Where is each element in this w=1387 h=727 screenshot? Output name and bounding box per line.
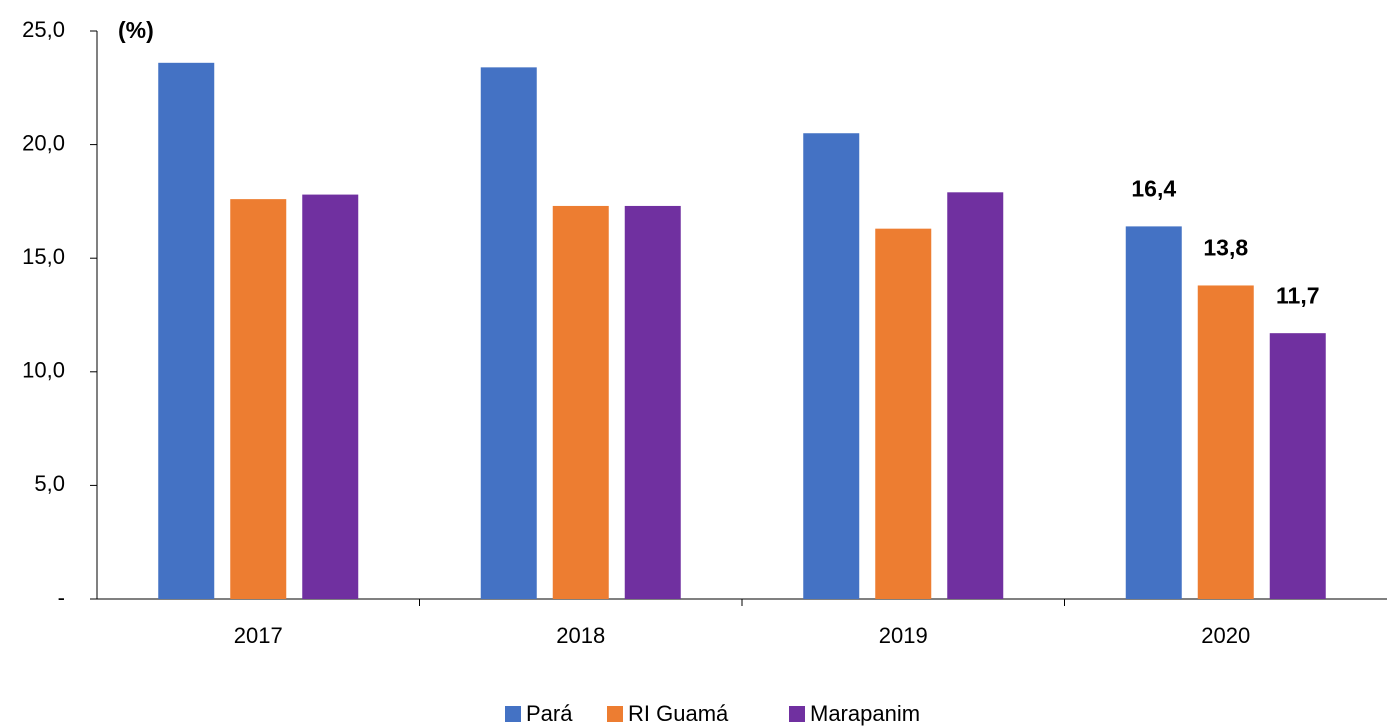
bar xyxy=(158,62,215,600)
x-tick-label: 2020 xyxy=(1201,623,1250,648)
y-tick-label: 25,0 xyxy=(22,17,65,42)
bar xyxy=(230,199,287,600)
bar xyxy=(1269,333,1326,599)
value-label: 13,8 xyxy=(1203,235,1248,261)
x-tick-label: 2019 xyxy=(879,623,928,648)
legend-label: Pará xyxy=(526,701,573,726)
y-tick-label: 15,0 xyxy=(22,244,65,269)
legend-label: Marapanim xyxy=(810,701,920,726)
bar xyxy=(480,67,537,600)
y-axis-unit: (%) xyxy=(118,17,154,43)
y-tick-label: 20,0 xyxy=(22,130,65,155)
legend-swatch xyxy=(789,706,805,722)
y-tick-label: 5,0 xyxy=(34,471,65,496)
bar xyxy=(552,205,609,599)
bar xyxy=(875,228,932,599)
bar xyxy=(803,133,860,600)
x-tick-label: 2017 xyxy=(234,623,283,648)
y-tick-label: - xyxy=(58,585,65,610)
bar xyxy=(624,205,681,599)
value-label: 11,7 xyxy=(1276,282,1320,308)
y-tick-label: 10,0 xyxy=(22,358,65,383)
bar xyxy=(302,194,359,600)
value-label: 16,4 xyxy=(1131,175,1176,201)
x-tick-label: 2018 xyxy=(556,623,605,648)
bar xyxy=(1197,285,1254,599)
bar xyxy=(947,192,1004,599)
legend-swatch xyxy=(505,706,521,722)
legend-swatch xyxy=(607,706,623,722)
bar xyxy=(1125,226,1182,599)
legend-label: RI Guamá xyxy=(628,701,729,726)
